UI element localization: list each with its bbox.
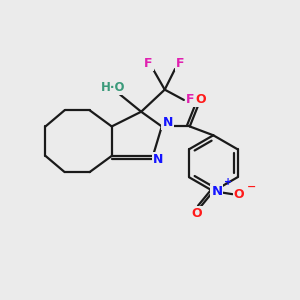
Text: O: O (196, 93, 206, 106)
Text: H·O: H·O (101, 81, 125, 94)
Text: O: O (234, 188, 244, 201)
Text: F: F (176, 57, 184, 70)
Text: N: N (211, 185, 222, 198)
Text: F: F (144, 57, 153, 70)
Text: O: O (192, 207, 203, 220)
Text: +: + (224, 177, 232, 187)
Text: N: N (163, 116, 173, 129)
Text: −: − (247, 182, 256, 192)
Text: N: N (153, 153, 164, 166)
Text: F: F (186, 93, 195, 106)
